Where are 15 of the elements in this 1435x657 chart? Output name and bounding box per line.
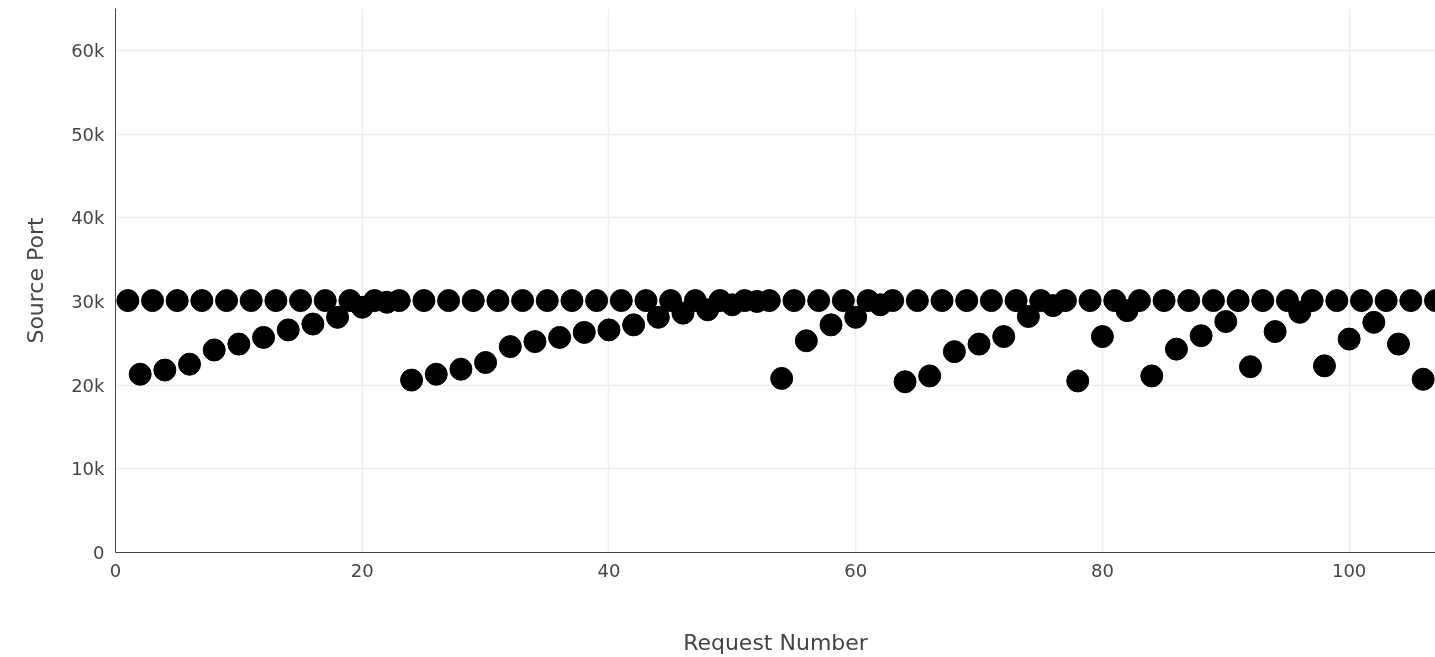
y-tick-label: 60k — [71, 39, 106, 61]
y-tick-label: 10k — [71, 458, 106, 480]
x-tick-label: 60 — [844, 559, 868, 581]
x-tick-label: 40 — [597, 559, 621, 581]
y-tick-label: 30k — [71, 290, 106, 312]
y-tick-label: 0 — [93, 542, 105, 563]
y-tick-label: 40k — [71, 207, 106, 229]
x-tick-label: 0 — [109, 559, 122, 581]
y-tick-label: 50k — [71, 123, 106, 145]
y-tick-label: 20k — [71, 374, 106, 396]
x-tick-label: 80 — [1090, 559, 1114, 581]
y-axis-title: Source Port — [23, 217, 49, 344]
x-tick-label: 100 — [1331, 559, 1367, 581]
x-tick-label: 20 — [350, 559, 374, 581]
x-axis-title: Request Number — [683, 629, 869, 655]
